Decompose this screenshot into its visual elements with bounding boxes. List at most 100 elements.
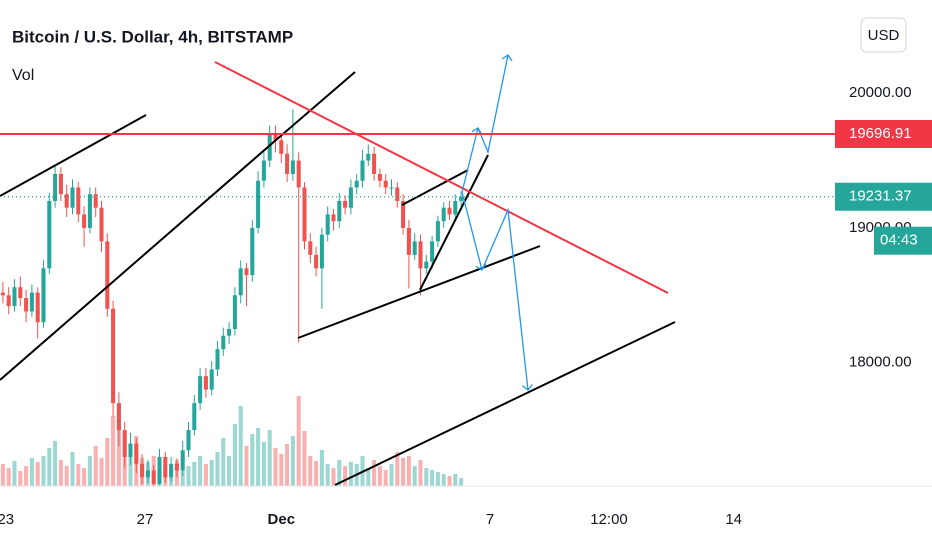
candle-body [18,287,23,298]
volume-bar [267,430,272,486]
volume-bar [279,454,284,486]
candle-body [111,308,116,404]
trend-line [401,169,469,206]
volume-bar [192,462,197,486]
volume-bar [12,461,17,486]
candle-body [389,187,394,189]
volume-bar [58,460,63,486]
volume-bar [459,478,464,486]
volume-bar [348,462,353,486]
candle-body [203,376,208,390]
candle-body [82,214,87,228]
volume-bar [412,466,417,486]
candle-body [435,221,440,242]
candle-body [227,328,232,336]
currency-label[interactable]: USD [868,27,900,44]
volume-bar [389,464,394,486]
candle-body [406,227,411,255]
currency-button[interactable] [860,17,907,53]
volume-bar [250,434,255,486]
candle-body [290,160,295,174]
candle-body [383,180,388,188]
volume-bar [215,452,220,486]
volume-bar [435,472,440,486]
x-tick-label: 7 [486,511,494,528]
volume-bar [209,460,214,486]
volume-bar [244,446,249,486]
last-price-label: 19231.37 [849,188,912,205]
candle-body [76,187,81,215]
candle-body [12,287,17,307]
candle-body [430,241,435,262]
volume-bar [29,458,34,486]
volume-bar [238,406,243,486]
volume-bar [232,424,237,486]
level-price-tag [835,119,932,148]
candle-body [163,457,168,478]
candle-body [221,335,226,350]
candle-body [302,187,307,242]
indicator-label: Vol [12,67,34,84]
x-tick-label: Dec [268,511,296,528]
volume-bar [64,466,69,486]
volume-bar [186,466,191,486]
volume-bar [319,450,324,486]
volume-bar [308,456,313,486]
x-tick-label: 12:00 [590,511,628,528]
candle-body [366,153,371,161]
candle-body [145,470,150,478]
candle-body [134,443,139,464]
axes: 2327Dec712:001420000.0019000.0018000.001… [0,84,932,528]
volume-bar [221,438,226,486]
volume-bar [24,466,29,486]
volume-bar [296,396,301,486]
candle-body [308,241,313,255]
candle-body [372,153,377,174]
candle-body [41,268,46,323]
candle-body [47,200,52,269]
candle-body [128,443,133,458]
volume-bar [447,476,452,486]
volume-bar [53,441,58,486]
candle-body [360,160,365,181]
candle-body [198,376,203,404]
volume-bar [256,428,261,486]
trend-line [297,245,541,339]
candle-body [58,173,63,195]
chart-title: Bitcoin / U.S. Dollar, 4h, BITSTAMP [12,27,293,46]
x-tick-label: 23 [0,511,14,528]
volume-bar [430,470,435,486]
candle-body [232,295,237,329]
trend-line [334,321,676,486]
trend-line [0,139,277,381]
candle-body [35,292,40,323]
volume-bar [227,456,232,486]
candle-layer [0,109,464,486]
y-tick-label: 20000.00 [849,84,912,101]
candle-body [395,187,400,201]
volume-bar [76,464,81,486]
x-tick-label: 27 [137,511,154,528]
volume-bar [441,474,446,486]
forecast-arrow [481,207,533,391]
last-price-tag [835,182,932,211]
candle-body [238,268,243,296]
volume-bar [290,436,295,486]
candle-body [256,180,261,228]
volume-bar [395,452,400,486]
candle-body [215,349,220,370]
volume-bar [285,444,290,486]
x-tick-label: 14 [725,511,742,528]
candle-body [209,369,214,390]
volume-bar [331,468,336,486]
candle-body [343,200,348,208]
candle-body [441,207,446,222]
volume-bar [401,458,406,486]
volume-bar [302,431,307,486]
volume-bar [99,458,104,486]
volume-bar [0,464,5,486]
candle-body [140,463,145,478]
candle-body [459,196,464,201]
candle-body [354,180,359,188]
volume-bar [6,468,11,486]
